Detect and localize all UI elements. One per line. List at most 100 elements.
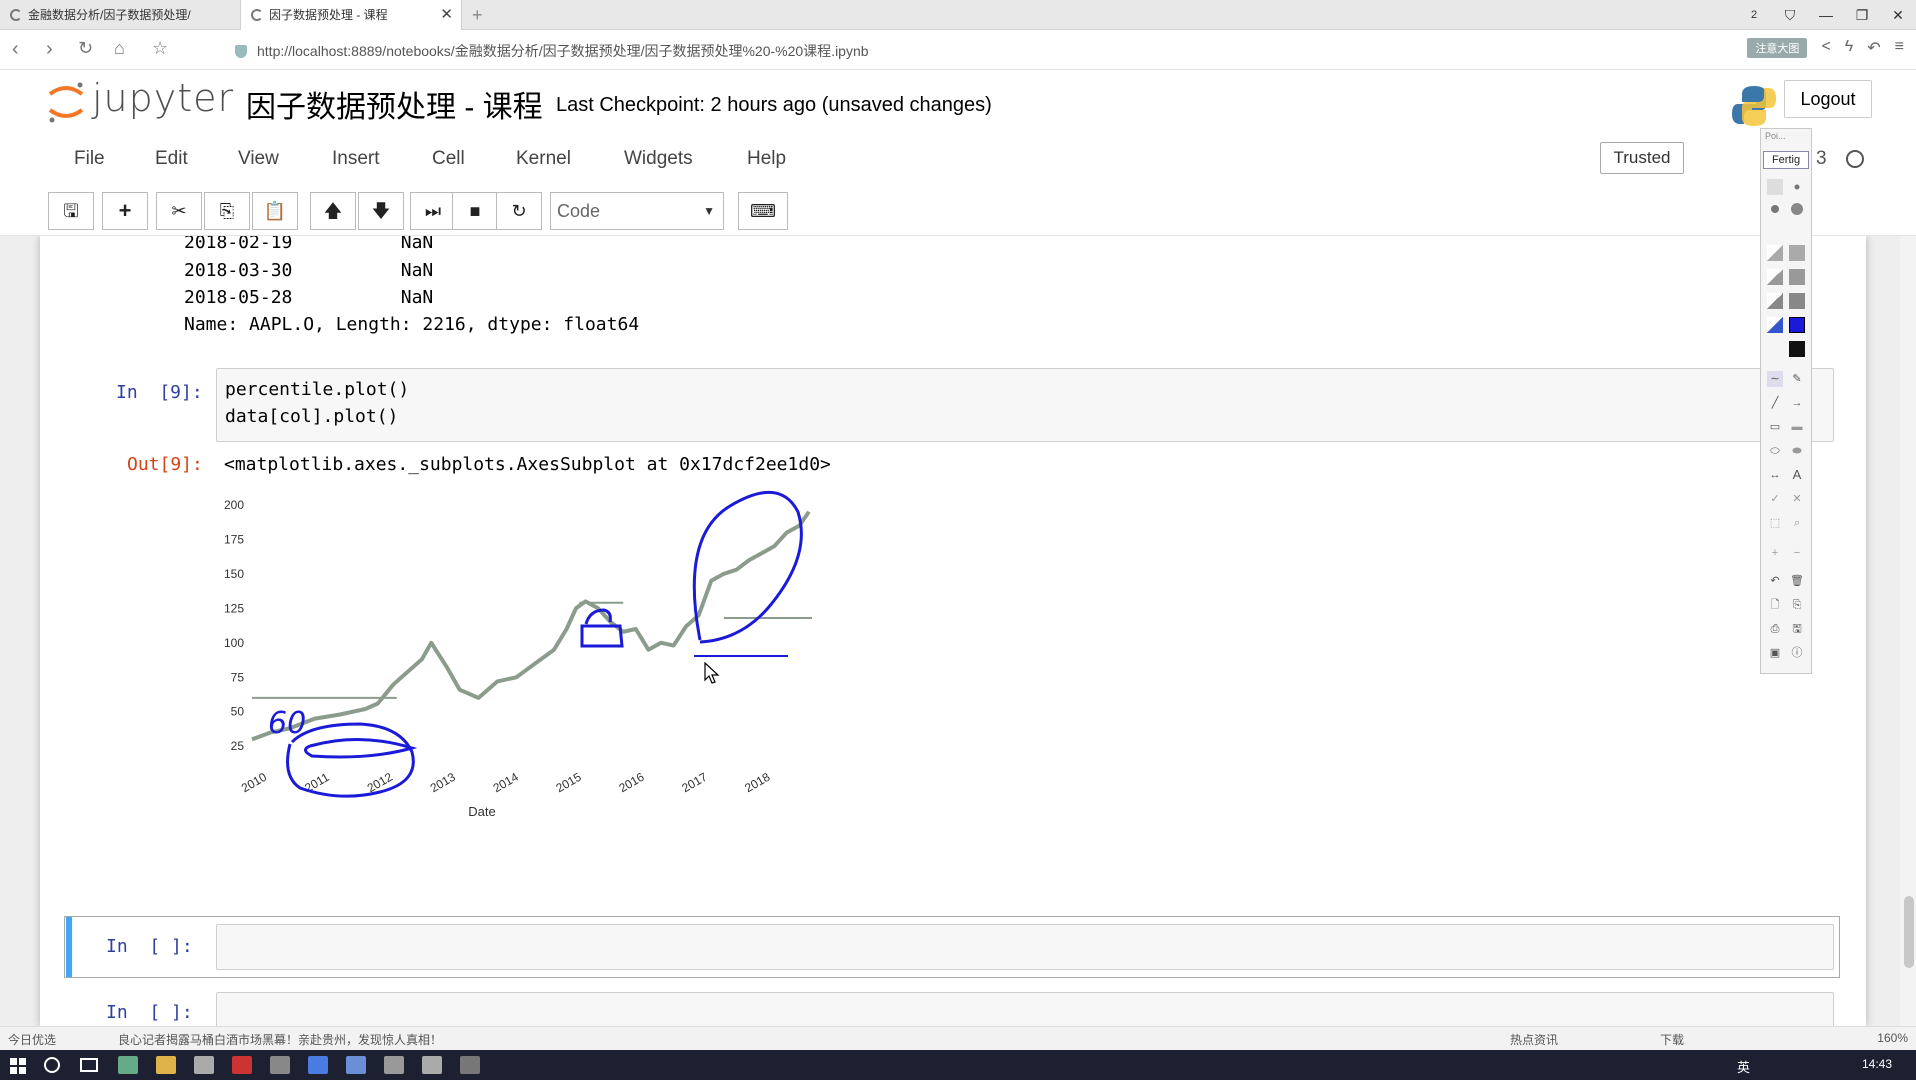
dot-large-icon[interactable] [1767,201,1783,217]
paste-button[interactable]: 📋 [252,192,298,230]
status-news-ticker[interactable]: 良心记者揭露马桶白酒市场黑幕！亲赴贵州，发现惊人真相！ [118,1033,443,1047]
gray-swatch-icon[interactable] [1789,269,1805,285]
trusted-indicator[interactable]: Trusted [1600,142,1684,174]
windows-start-icon[interactable] [10,1058,26,1074]
taskbar-app-icon[interactable] [422,1056,442,1074]
gray-swatch-icon[interactable] [1789,245,1805,261]
task-view-icon[interactable] [80,1058,98,1072]
menu-help[interactable]: Help [747,148,787,169]
selected-cell[interactable] [64,916,1840,978]
plus-icon[interactable]: + [1771,547,1779,559]
restore-icon[interactable]: ❐ [1855,7,1869,23]
status-hot-news[interactable]: 热点资讯 [1510,1033,1559,1047]
filled-rectangle-icon[interactable]: ▬ [1791,421,1803,433]
double-arrow-icon[interactable]: ↔ [1769,469,1781,481]
info-icon[interactable]: ⓘ [1791,647,1803,659]
status-zoom[interactable]: 160% [1877,1031,1908,1045]
url-field[interactable]: http://localhost:8889/notebooks/金融数据分析/因… [235,41,869,61]
pencil-icon[interactable]: ✎ [1792,373,1802,385]
empty-cell-input[interactable] [216,924,1834,970]
dot-xlarge-icon[interactable] [1789,201,1805,217]
ime-indicator[interactable]: 英 [1736,1060,1750,1075]
search-icon[interactable] [44,1057,60,1073]
insert-cell-button[interactable]: + [102,192,148,230]
jupyter-logo-icon[interactable] [46,80,86,124]
run-button[interactable]: ⏭ [410,192,456,230]
dot-small-icon[interactable] [1767,179,1783,195]
freehand-icon[interactable]: ∼ [1767,371,1783,387]
taskbar-app-icon[interactable] [346,1056,366,1074]
taskbar-clock[interactable]: 14:43 [1861,1057,1892,1071]
menu-kernel[interactable]: Kernel [516,148,571,169]
cross-icon[interactable]: ✕ [1792,493,1802,505]
notebook-area[interactable]: 2018-02-19 NaN 2018-03-30 NaN 2018-05-28… [0,236,1916,1026]
zoom-icon[interactable]: ⌕ [1793,517,1801,529]
rectangle-icon[interactable]: ▭ [1769,421,1781,433]
gray-swatch-icon[interactable] [1789,293,1805,309]
menu-cell[interactable]: Cell [432,148,465,169]
blue-swatch-icon[interactable] [1789,317,1805,333]
reload-icon[interactable]: ↻ [78,38,94,58]
command-palette-button[interactable]: ⌨ [738,192,788,230]
notebook-title[interactable]: 因子数据预处理 - 课程 [246,91,543,124]
logout-button[interactable]: Logout [1784,80,1872,118]
lightning-icon[interactable]: ϟ [1844,38,1854,55]
save-button[interactable]: 🖫 [48,192,94,230]
cell-9-input[interactable]: percentile.plot() data[col].plot() [216,368,1834,442]
taskbar-app-icon[interactable] [384,1056,404,1074]
cut-button[interactable]: ✂ [156,192,202,230]
ellipse-icon[interactable]: ⬭ [1770,445,1780,457]
menu-file[interactable]: File [74,148,105,169]
new-tab-button[interactable]: + [472,5,483,25]
shirt-icon[interactable]: ⛉ [1784,7,1796,23]
dot-medium-icon[interactable] [1789,179,1805,195]
cell-type-select[interactable]: Code ▼ [550,192,724,230]
share-icon[interactable]: < [1821,38,1831,55]
forward-icon[interactable]: › [46,38,53,60]
interrupt-button[interactable]: ■ [452,192,498,230]
taskbar-app-icon[interactable] [232,1056,252,1074]
taskbar-app-icon[interactable] [270,1056,290,1074]
tab-count-badge[interactable]: 2 [1750,9,1758,21]
copy-button[interactable]: ⎘ [204,192,250,230]
page-scrollbar[interactable] [1900,236,1916,1026]
opacity-icon[interactable] [1767,269,1783,285]
print-icon[interactable]: ⎙ [1770,623,1780,635]
minimize-icon[interactable]: — [1819,7,1833,23]
move-down-button[interactable]: 🡇 [358,192,404,230]
close-window-icon[interactable]: ✕ [1892,7,1904,23]
back-icon[interactable]: ‹ [12,38,19,60]
home-icon[interactable]: ⌂ [114,38,125,58]
palette-active-tool[interactable]: Fertig [1763,151,1809,169]
menu-insert[interactable]: Insert [332,148,380,169]
taskbar-app-icon[interactable] [460,1056,480,1074]
check-icon[interactable]: ✓ [1770,493,1780,505]
black-swatch-icon[interactable] [1789,341,1805,357]
empty-cell-input[interactable] [216,992,1834,1026]
move-up-button[interactable]: 🡅 [310,192,356,230]
copy-icon[interactable]: ⎘ [1792,599,1802,611]
opacity-icon[interactable] [1767,317,1783,333]
browser-tab-2[interactable]: 因子数据预处理 - 课程 ✕ [240,0,462,30]
text-tool-icon[interactable]: A [1792,467,1802,482]
opacity-icon[interactable] [1767,293,1783,309]
arrow-right-icon[interactable]: → [1791,397,1803,409]
folder-icon[interactable] [156,1056,176,1074]
trash-icon[interactable]: 🗑 [1790,575,1804,587]
undo-icon[interactable]: ↶ [1770,575,1780,587]
menu-edit[interactable]: Edit [155,148,188,169]
filled-ellipse-icon[interactable]: ⬬ [1792,445,1802,457]
taskbar-app-icon[interactable] [194,1056,214,1074]
taskbar-app-icon[interactable] [118,1056,138,1074]
save-icon[interactable]: 🖫 [1792,623,1802,635]
status-download[interactable]: 下载 [1660,1033,1685,1047]
hamburger-menu-icon[interactable]: ≡ [1894,38,1904,55]
status-left-label[interactable]: 今日优选 [8,1033,57,1047]
browser-tab-1[interactable]: 金融数据分析/因子数据预处理/ [0,0,240,30]
undo-icon[interactable]: ↶ [1867,40,1881,57]
crop-icon[interactable]: ⬚ [1769,517,1781,529]
bookmark-star-icon[interactable]: ☆ [152,38,169,58]
close-tab-icon[interactable]: ✕ [440,6,453,23]
scrollbar-thumb[interactable] [1904,896,1914,968]
addon-badge[interactable]: 注意大图 [1747,38,1808,58]
